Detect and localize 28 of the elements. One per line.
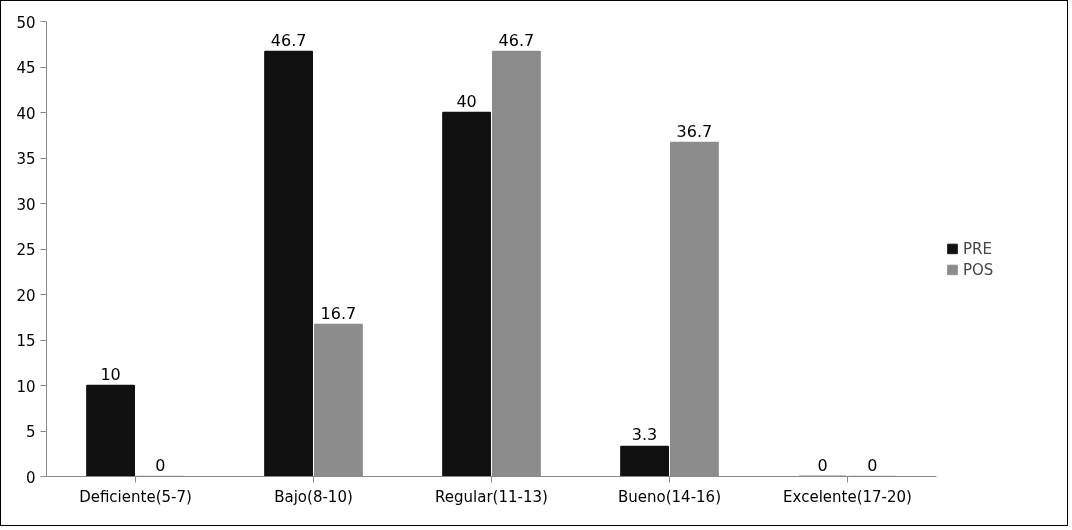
y-tick-label: 20: [16, 286, 36, 305]
x-tick-label: Bajo(8-10): [274, 487, 353, 506]
data-label: 36.7: [676, 121, 713, 141]
data-label: 46.7: [498, 30, 535, 50]
data-label: 40: [456, 91, 477, 111]
y-tick-label: 50: [16, 13, 36, 32]
y-tick-label: 40: [16, 104, 36, 123]
y-tick-label: 10: [16, 377, 36, 396]
y-tick-label: 45: [16, 59, 36, 77]
data-label: 0: [867, 455, 878, 475]
data-label: 16.7: [320, 303, 357, 323]
y-tick-label: 35: [16, 150, 36, 168]
data-label: 10: [100, 364, 121, 384]
data-label: 0: [155, 455, 166, 475]
x-tick-label: Regular(11-13): [435, 487, 548, 506]
legend-label: PRE: [963, 239, 992, 257]
legend-label: POS: [963, 260, 994, 278]
data-label: 3.3: [631, 425, 658, 445]
data-label: 46.7: [270, 30, 307, 50]
y-tick-label: 30: [16, 195, 36, 214]
y-tick-label: 5: [25, 423, 36, 441]
x-tick-label: Deficiente(5-7): [79, 487, 192, 506]
x-tick-label: Bueno(14-16): [618, 487, 722, 506]
y-tick-label: 15: [16, 332, 36, 350]
x-tick-label: Excelente(17-20): [783, 487, 912, 506]
data-label: 0: [817, 455, 828, 475]
y-tick-label: 25: [16, 241, 36, 259]
y-tick-label: 0: [25, 468, 36, 487]
